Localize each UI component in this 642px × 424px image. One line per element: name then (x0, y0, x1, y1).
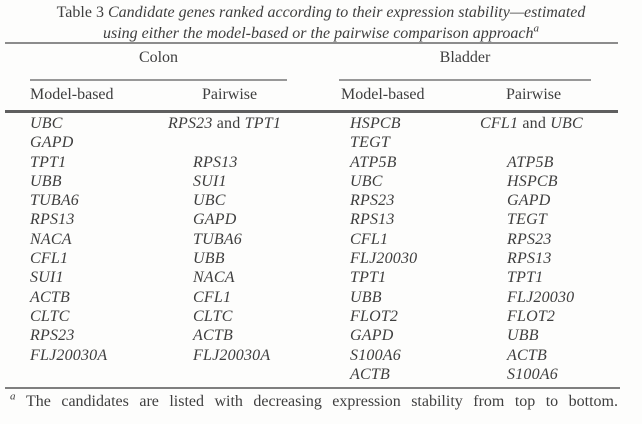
gene-cell: UBC (30, 115, 63, 132)
gene-cell: FLOT2 (507, 307, 556, 325)
table-row: ACTB CFL1 UBB FLJ20030 (0, 288, 642, 307)
gene-cell: UBB (193, 250, 225, 268)
gene-cell: ACTB (350, 365, 390, 383)
gene-cell: TPT1 (507, 269, 544, 287)
gene-cell: S100A6 (507, 365, 558, 383)
gene-cell: CLTC (30, 307, 70, 325)
gene-cell: RPS13 (350, 211, 395, 229)
table-row: CFL1 UBB FLJ20030 RPS13 (0, 249, 642, 268)
gene-cell: FLJ20030A (193, 346, 271, 364)
table-row: TPT1 RPS13 ATP5B ATP5B (0, 153, 642, 172)
gene-cell: TEGT (507, 211, 547, 229)
gene-cell: ATP5B (350, 153, 397, 171)
column-group-colon: Colon (138, 49, 179, 66)
bottom-rule (5, 387, 620, 389)
gene-cell: TEGT (350, 134, 390, 152)
gene-cell: UBC (350, 172, 383, 190)
gene-cell: S100A6 (350, 346, 401, 364)
table-row: NACA TUBA6 CFL1 RPS23 (0, 230, 642, 249)
gene-cell (481, 133, 642, 152)
gene-cell: CFL1 and UBC (480, 115, 583, 132)
gene-cell: GAPD (193, 211, 237, 229)
gene-cell: NACA (193, 269, 235, 287)
gene-cell: UBC (193, 192, 226, 210)
subheader-colon-pairwise: Pairwise (202, 86, 258, 103)
gene-cell: GAPD (507, 192, 551, 210)
gene-cell: CFL1 (193, 288, 232, 306)
top-rule (5, 42, 618, 44)
gene-cell: RPS23 and TPT1 (168, 115, 282, 132)
gene-cell: TUBA6 (30, 192, 79, 210)
colon-spanner-rule (30, 79, 287, 81)
subheader-bladder-pairwise: Pairwise (506, 86, 562, 103)
gene-cell: HSPCB (350, 115, 401, 132)
gene-cell: CFL1 (350, 230, 389, 248)
gene-cell: ACTB (507, 346, 547, 364)
gene-cell (160, 133, 321, 152)
column-group-bladder: Bladder (439, 49, 491, 66)
caption-text-1: Candidate genes ranked according to thei… (107, 4, 586, 21)
gene-cell: RPS13 (30, 211, 75, 229)
gene-cell: GAPD (350, 327, 394, 345)
table-row: GAPD TEGT (0, 133, 642, 152)
caption-text-2: using either the model-based or the pair… (103, 24, 534, 42)
table-row: RPS13 GAPD RPS13 TEGT (0, 210, 642, 229)
table-caption: Table 3 Candidate genes ranked according… (0, 3, 642, 44)
gene-cell: TPT1 (350, 269, 387, 287)
table-row: UBC RPS23 and TPT1 HSPCB CFL1 and UBC (0, 114, 642, 133)
gene-cell: FLOT2 (350, 307, 399, 325)
subheader-colon-model-based: Model-based (30, 86, 114, 103)
bladder-spanner-rule (339, 79, 591, 81)
gene-cell: RPS13 (193, 153, 238, 171)
gene-cell: SUI1 (193, 172, 227, 190)
table-row: TUBA6 UBC RPS23 GAPD (0, 191, 642, 210)
gene-table-body: UBC RPS23 and TPT1 HSPCB CFL1 and UBC GAPD TE… (0, 114, 642, 384)
caption-line-2: using either the model-based or the pair… (0, 22, 642, 45)
gene-cell: HSPCB (507, 172, 558, 190)
gene-cell: FLJ20030 (507, 288, 575, 306)
gene-cell: GAPD (30, 134, 74, 152)
gene-cell: FLJ20030A (30, 346, 108, 364)
gene-cell: TUBA6 (193, 230, 242, 248)
header-rule (5, 110, 618, 113)
table-row: RPS23 ACTB GAPD UBB (0, 326, 642, 345)
gene-cell: UBB (30, 172, 62, 190)
footnote-marker: a (10, 390, 16, 403)
gene-cell: ATP5B (507, 153, 554, 171)
caption-footnote-marker: a (533, 22, 539, 35)
gene-cell: UBB (507, 327, 539, 345)
gene-cell: RPS23 (30, 327, 75, 345)
gene-cell: RPS13 (507, 250, 552, 268)
gene-cell: RPS23 (350, 192, 395, 210)
gene-cell: UBB (350, 288, 382, 306)
table-row: SUI1 NACA TPT1 TPT1 (0, 268, 642, 287)
gene-cell: TPT1 (30, 153, 67, 171)
gene-cell: SUI1 (30, 269, 64, 287)
gene-cell: ACTB (30, 288, 70, 306)
gene-cell (0, 365, 160, 384)
gene-cell: ACTB (193, 327, 233, 345)
table-row: FLJ20030A FLJ20030A S100A6 ACTB (0, 346, 642, 365)
table-number: Table 3 (56, 4, 104, 21)
gene-cell: FLJ20030 (350, 250, 418, 268)
table-row: UBB SUI1 UBC HSPCB (0, 172, 642, 191)
gene-cell: CLTC (193, 307, 233, 325)
subheader-bladder-model-based: Model-based (341, 86, 425, 103)
table-row: CLTC CLTC FLOT2 FLOT2 (0, 307, 642, 326)
caption-line-1: Table 3 Candidate genes ranked according… (0, 3, 642, 24)
table-row: ACTB S100A6 (0, 365, 642, 384)
gene-cell: RPS23 (507, 230, 552, 248)
gene-cell: NACA (30, 230, 72, 248)
footnote-text: The candidates are listed with decreasin… (25, 393, 618, 410)
gene-cell (160, 365, 321, 384)
gene-cell: CFL1 (30, 250, 69, 268)
table-footnote: a The candidates are listed with decreas… (5, 390, 618, 411)
